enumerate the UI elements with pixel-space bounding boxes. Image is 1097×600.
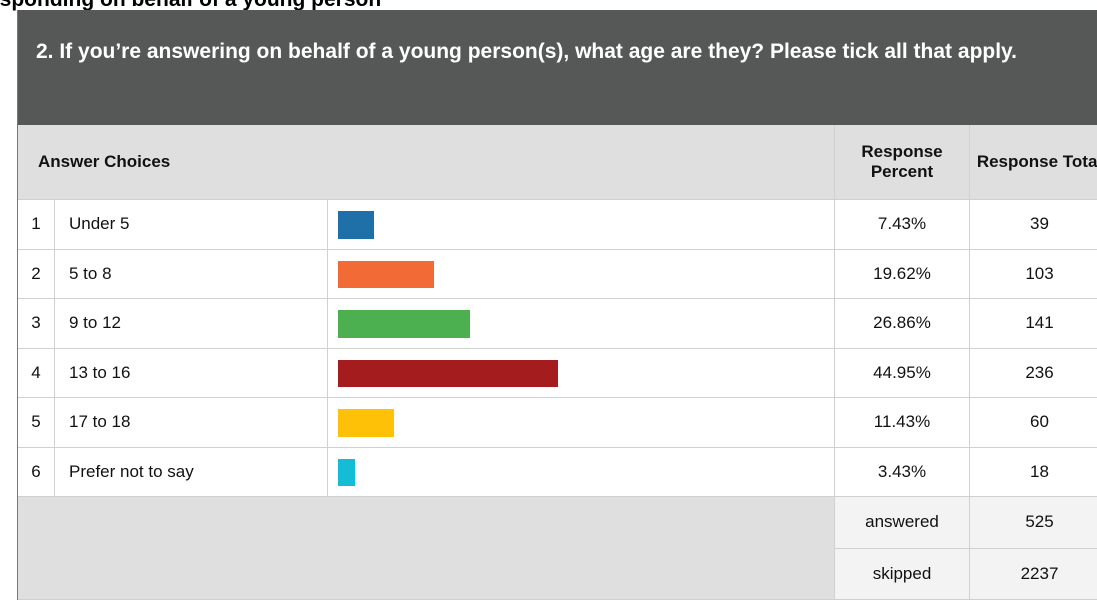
row-percent: 3.43% xyxy=(835,447,970,497)
summary-value: 2237 xyxy=(970,548,1097,600)
bar-cell xyxy=(328,447,835,497)
bar-cell xyxy=(328,200,835,250)
summary-value: 525 xyxy=(970,497,1097,549)
row-index: 1 xyxy=(18,200,55,250)
bar xyxy=(338,458,355,486)
row-index: 5 xyxy=(18,398,55,448)
bar-cell xyxy=(328,348,835,398)
row-label: 5 to 8 xyxy=(55,249,328,299)
row-label: Prefer not to say xyxy=(55,447,328,497)
row-percent: 44.95% xyxy=(835,348,970,398)
table-left-border xyxy=(17,10,18,600)
row-total: 236 xyxy=(970,349,1097,398)
row-total: 141 xyxy=(970,299,1097,349)
row-index: 4 xyxy=(18,348,55,398)
row-percent: 11.43% xyxy=(835,398,970,448)
row-index: 3 xyxy=(18,299,55,349)
summary-filler xyxy=(18,497,835,600)
bar xyxy=(338,211,375,239)
header-choices: Answer Choices xyxy=(18,125,835,200)
page-heading: esponding on behalf of a young person xyxy=(0,0,381,12)
row-label: Under 5 xyxy=(55,200,328,250)
row-total: 103 xyxy=(970,250,1097,299)
question-text: 2. If you’re answering on behalf of a yo… xyxy=(36,40,1018,63)
bar xyxy=(338,310,470,338)
row-total: 39 xyxy=(970,200,1097,250)
row-percent: 26.86% xyxy=(835,299,970,349)
bar-cell xyxy=(328,299,835,349)
bar-cell xyxy=(328,398,835,448)
header-total: Response Total xyxy=(970,125,1097,200)
row-index: 2 xyxy=(18,249,55,299)
row-total: 18 xyxy=(970,448,1097,497)
bar xyxy=(338,359,559,387)
summary-label: skipped xyxy=(835,548,970,600)
summary-label: answered xyxy=(835,497,970,549)
row-percent: 19.62% xyxy=(835,249,970,299)
question-header: 2. If you’re answering on behalf of a yo… xyxy=(18,10,1097,125)
row-total: 60 xyxy=(970,398,1097,448)
row-label: 13 to 16 xyxy=(55,348,328,398)
row-percent: 7.43% xyxy=(835,200,970,250)
row-label: 9 to 12 xyxy=(55,299,328,349)
bar-cell xyxy=(328,249,835,299)
header-percent: Response Percent xyxy=(835,125,970,200)
row-label: 17 to 18 xyxy=(55,398,328,448)
bar xyxy=(338,260,435,288)
row-index: 6 xyxy=(18,447,55,497)
bar xyxy=(338,409,394,437)
